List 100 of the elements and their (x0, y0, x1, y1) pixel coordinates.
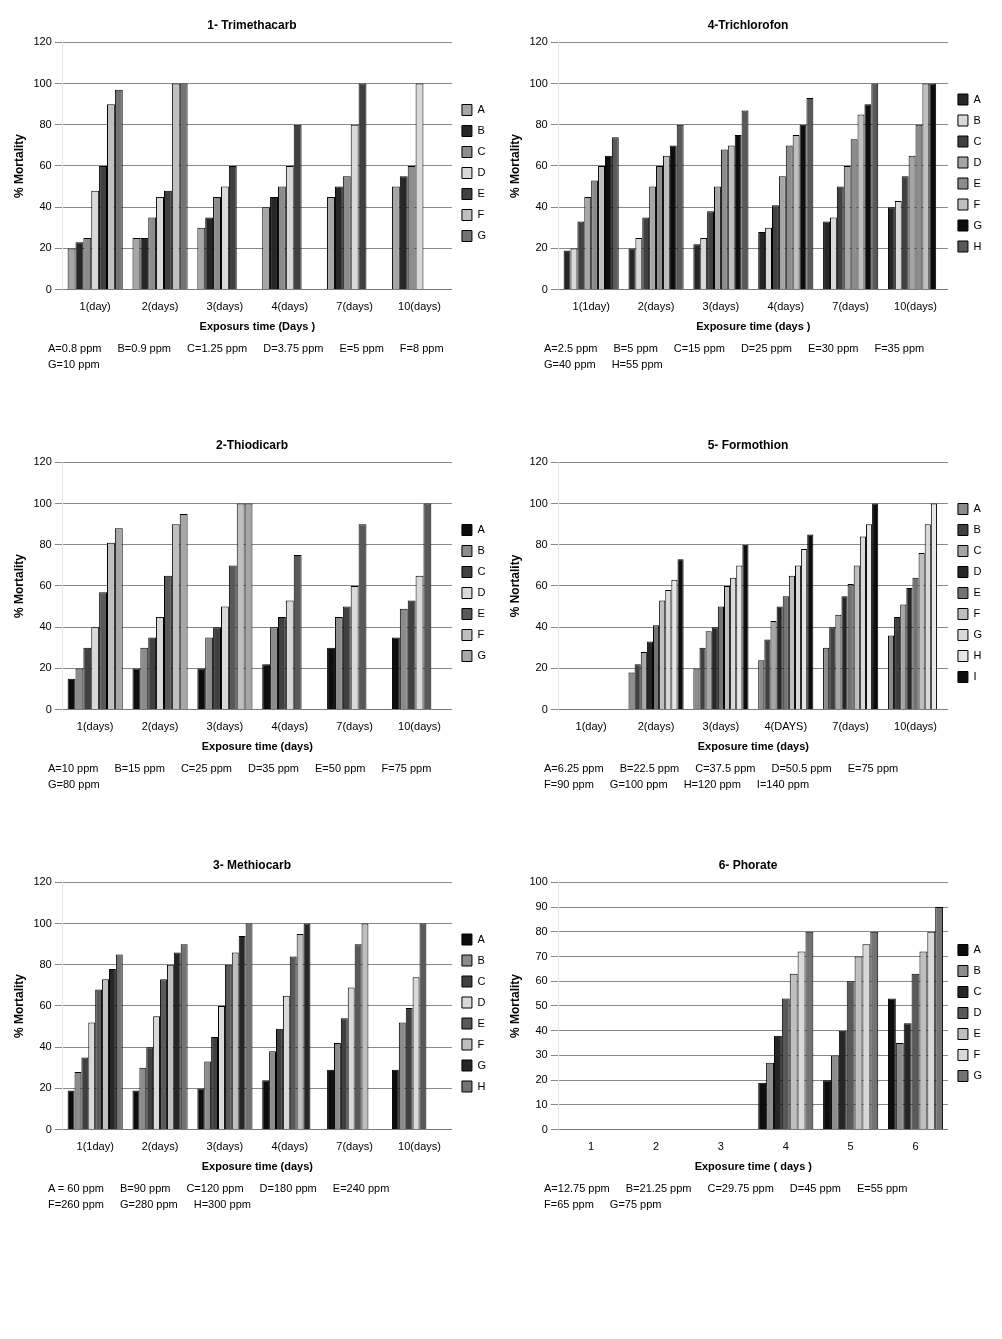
text: A=6.25 ppm (544, 762, 604, 774)
x-tick-label: 5 (847, 1140, 854, 1153)
legend-label: E (973, 586, 981, 599)
y-tick-label: 120 (33, 35, 52, 48)
x-axis-title: Exposurs time (Days ) (199, 320, 316, 333)
y-tick-label: 40 (535, 1023, 548, 1036)
text: C=29.75 ppm (707, 1182, 774, 1194)
text: G=10 ppm (48, 358, 100, 370)
y-axis-title: % Mortality (507, 973, 522, 1039)
x-axis-title: Exposure time (days) (697, 740, 810, 753)
text: C=37.5 ppm (695, 762, 756, 774)
text: A=2.5 ppm (544, 342, 598, 354)
legend-label: E (477, 607, 485, 620)
x-tick-label: 2(days) (141, 1140, 179, 1153)
text: C=15 ppm (673, 342, 725, 354)
x-tick-label: 7(days) (336, 720, 373, 733)
legend-label: G (973, 628, 983, 641)
y-tick-label: 100 (33, 496, 52, 509)
x-tick-label: 1 (588, 1140, 595, 1153)
x-tick-label: 6 (912, 1140, 919, 1153)
legend-label: B (477, 124, 485, 137)
y-tick-label: 120 (33, 455, 52, 468)
text: F=8 ppm (399, 342, 444, 354)
legend-label: C (477, 145, 486, 158)
chart-title: 4-Trichlorofon (707, 17, 789, 32)
legend-label: F (477, 208, 485, 221)
y-tick-label: 60 (535, 159, 548, 172)
legend-label: D (477, 586, 486, 599)
text: A=10 ppm (48, 762, 99, 774)
x-axis-title: Exposure time (days) (201, 740, 314, 753)
legend-label: G (973, 1069, 983, 1082)
y-tick-label: 100 (529, 875, 548, 888)
x-tick-label: 4(days) (271, 300, 309, 313)
chart-title: 2-Thiodicarb (215, 437, 289, 452)
text: E=55 ppm (856, 1182, 908, 1194)
x-tick-label: 1(days) (76, 720, 114, 733)
x-tick-label: 2(days) (141, 300, 179, 313)
x-tick-label: 1(1day) (572, 300, 610, 313)
x-tick-label: 4(DAYS) (764, 720, 808, 733)
y-tick-label: 60 (535, 579, 548, 592)
legend-label: C (973, 985, 982, 998)
text: A=0.8 ppm (48, 342, 102, 354)
x-tick-label: 3(days) (702, 720, 740, 733)
x-tick-label: 4(days) (271, 1140, 309, 1153)
x-tick-label: 1(day) (79, 300, 111, 313)
x-tick-label: 10(days) (894, 720, 937, 733)
legend-label: C (477, 565, 486, 578)
x-tick-label: 2(days) (637, 300, 675, 313)
legend-label: G (973, 218, 983, 231)
text: D=3.75 ppm (263, 342, 324, 354)
legend-label: A (973, 502, 982, 515)
legend-label: D (973, 1006, 982, 1019)
text: G=75 ppm (609, 1198, 662, 1210)
y-tick-label: 60 (39, 159, 52, 172)
y-tick-label: 30 (535, 1048, 548, 1061)
x-tick-label: 4(days) (767, 300, 805, 313)
text: E=30 ppm (807, 342, 859, 354)
legend-label: G (477, 649, 487, 662)
x-tick-label: 10(days) (398, 1140, 441, 1153)
x-tick-label: 4 (782, 1140, 789, 1153)
y-tick-label: 0 (541, 282, 548, 295)
y-tick-label: 120 (529, 35, 548, 48)
legend-label: E (477, 1016, 485, 1029)
text: G=80 ppm (48, 778, 100, 790)
legend-label: E (973, 1027, 981, 1040)
y-tick-label: 120 (529, 455, 548, 468)
y-tick-label: 40 (39, 1040, 52, 1053)
y-tick-label: 40 (39, 200, 52, 213)
x-tick-label: 3 (717, 1140, 724, 1153)
legend-label: F (973, 607, 981, 620)
text: C=1.25 ppm (187, 342, 248, 354)
text: D=25 ppm (740, 342, 792, 354)
x-tick-label: 3(days) (206, 1140, 244, 1153)
text: G=280 ppm (119, 1198, 178, 1210)
legend-label: A (477, 103, 486, 116)
x-tick-label: 3(days) (206, 720, 244, 733)
legend-label: B (973, 523, 981, 536)
y-tick-label: 60 (39, 579, 52, 592)
legend-label: C (973, 544, 982, 557)
legend-label: H (973, 239, 982, 252)
y-axis-title: % Mortality (507, 133, 522, 199)
y-tick-label: 40 (39, 620, 52, 633)
legend-label: F (973, 1048, 981, 1061)
text: F=75 ppm (381, 762, 432, 774)
text: C=120 ppm (186, 1182, 244, 1194)
text: B=0.9 ppm (117, 342, 172, 354)
y-tick-label: 20 (535, 661, 548, 674)
text: G=100 ppm (609, 778, 668, 790)
y-tick-label: 60 (39, 999, 52, 1012)
chart-title: 6- Phorate (718, 857, 778, 872)
text: B=90 ppm (119, 1182, 171, 1194)
text: H=55 ppm (611, 358, 663, 370)
y-tick-label: 70 (535, 949, 548, 962)
text: I=140 ppm (756, 778, 810, 790)
text: B=15 ppm (114, 762, 165, 774)
legend-label: A (477, 932, 486, 945)
text: F=65 ppm (544, 1198, 594, 1210)
y-tick-label: 80 (39, 117, 52, 130)
x-axis-title: Exposure time (days) (201, 1160, 314, 1173)
y-tick-label: 40 (535, 200, 548, 213)
